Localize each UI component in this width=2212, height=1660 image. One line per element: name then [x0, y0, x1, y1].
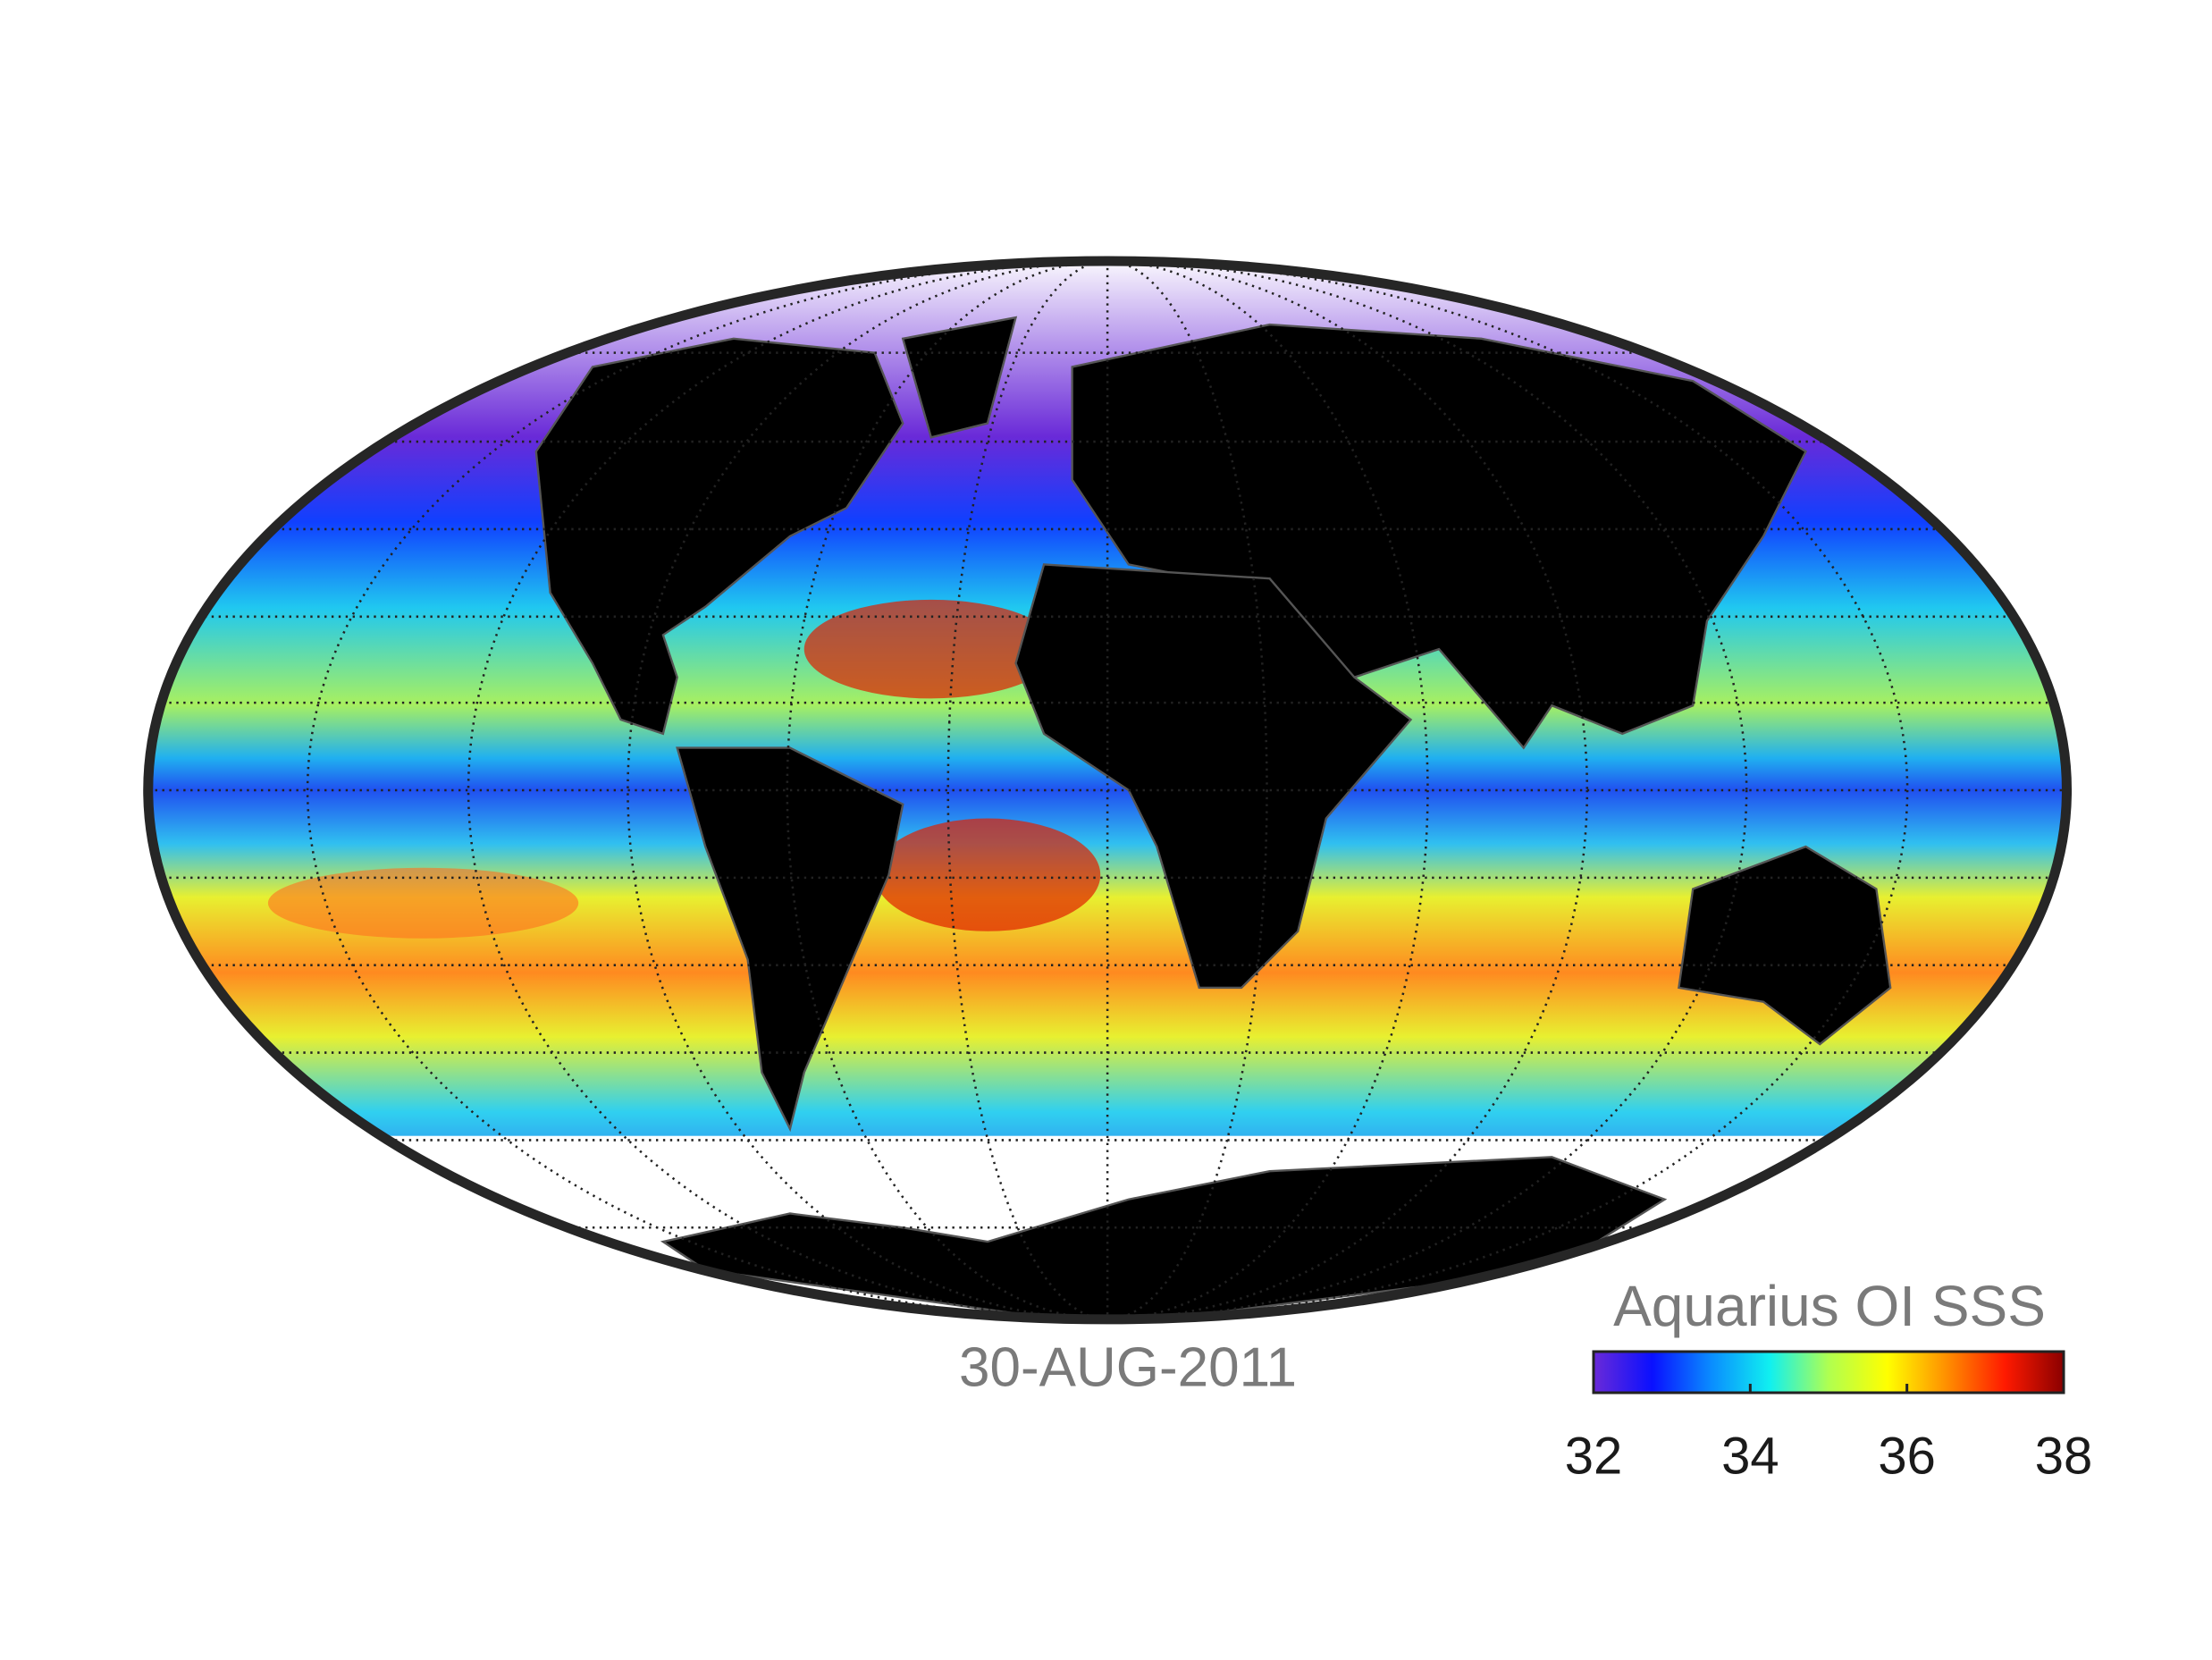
colorbar-tick-label: 36 — [1878, 1427, 1936, 1485]
colorbar-bar — [1592, 1350, 2065, 1395]
land — [534, 316, 1892, 1319]
colorbar-tick-label: 32 — [1565, 1427, 1623, 1485]
salty-region — [267, 867, 579, 939]
map-border — [143, 256, 2073, 1325]
colorbar: 32 34 36 38 — [1565, 1350, 2093, 1485]
salty-region — [874, 818, 1101, 931]
colorbar-title: Aquarius OI SSS — [1613, 1274, 2046, 1338]
salty-region — [803, 599, 1058, 699]
date-label: 30-AUG-2011 — [959, 1336, 1297, 1398]
map — [143, 256, 2073, 1325]
colorbar-tick-label: 38 — [2035, 1427, 2093, 1485]
colorbar-tick-label: 34 — [1721, 1427, 1779, 1485]
graticule — [147, 261, 2067, 1319]
